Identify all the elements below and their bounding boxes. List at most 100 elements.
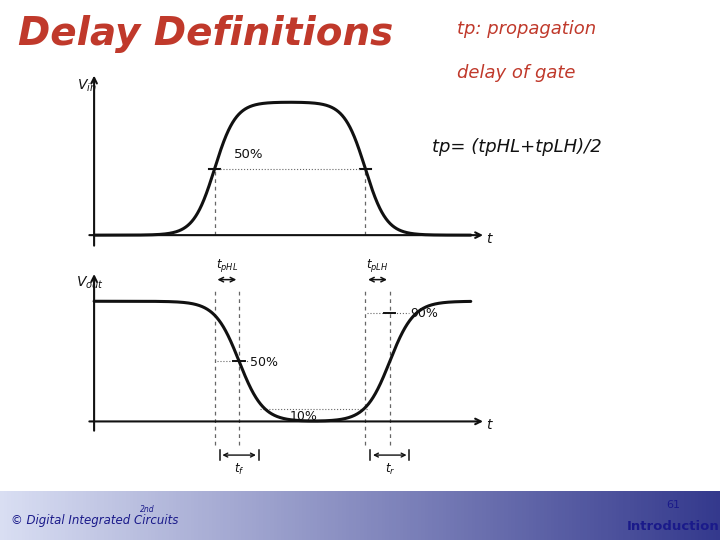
Text: 61: 61	[666, 500, 680, 510]
Bar	[7, 491, 12, 540]
Bar	[432, 491, 436, 540]
Bar	[346, 491, 350, 540]
Bar	[36, 491, 40, 540]
Bar	[526, 491, 530, 540]
Bar	[688, 491, 692, 540]
Bar	[378, 491, 382, 540]
Bar	[162, 491, 166, 540]
Bar	[392, 491, 397, 540]
Bar	[205, 491, 210, 540]
Bar	[655, 491, 660, 540]
Bar	[626, 491, 631, 540]
Bar	[155, 491, 159, 540]
Bar	[536, 491, 541, 540]
Bar	[644, 491, 649, 540]
Bar	[241, 491, 246, 540]
Bar	[493, 491, 498, 540]
Bar	[108, 491, 112, 540]
Bar	[443, 491, 447, 540]
Bar	[533, 491, 537, 540]
Bar	[605, 491, 609, 540]
Bar	[576, 491, 580, 540]
Bar	[360, 491, 364, 540]
Bar	[230, 491, 235, 540]
Bar	[140, 491, 145, 540]
Bar	[356, 491, 361, 540]
Bar	[457, 491, 462, 540]
Bar	[637, 491, 642, 540]
Bar	[385, 491, 390, 540]
Bar	[580, 491, 584, 540]
Text: tp: propagation: tp: propagation	[457, 19, 596, 38]
Text: $t_r$: $t_r$	[384, 462, 395, 477]
Bar	[256, 491, 260, 540]
Bar	[29, 491, 33, 540]
Text: tp= (tpHL+tpLH)/2: tp= (tpHL+tpLH)/2	[432, 138, 602, 156]
Bar	[212, 491, 217, 540]
Bar	[338, 491, 343, 540]
Bar	[364, 491, 368, 540]
Bar	[648, 491, 652, 540]
Bar	[72, 491, 76, 540]
Bar	[176, 491, 181, 540]
Bar	[274, 491, 278, 540]
Bar	[677, 491, 681, 540]
Text: 2nd: 2nd	[140, 505, 155, 515]
Bar	[130, 491, 134, 540]
Bar	[562, 491, 566, 540]
Bar	[446, 491, 451, 540]
Bar	[479, 491, 483, 540]
Bar	[259, 491, 264, 540]
Bar	[464, 491, 469, 540]
Bar	[14, 491, 19, 540]
Bar	[11, 491, 15, 540]
Bar	[331, 491, 336, 540]
Bar	[598, 491, 602, 540]
Bar	[572, 491, 577, 540]
Bar	[396, 491, 400, 540]
Bar	[0, 491, 4, 540]
Text: 90%: 90%	[410, 307, 438, 320]
Text: delay of gate: delay of gate	[457, 64, 576, 82]
Bar	[601, 491, 606, 540]
Bar	[353, 491, 357, 540]
Bar	[515, 491, 519, 540]
Bar	[198, 491, 202, 540]
Bar	[238, 491, 242, 540]
Bar	[148, 491, 152, 540]
Bar	[662, 491, 667, 540]
Bar	[43, 491, 48, 540]
Bar	[227, 491, 231, 540]
Bar	[500, 491, 505, 540]
Bar	[436, 491, 440, 540]
Bar	[310, 491, 314, 540]
Bar	[144, 491, 148, 540]
Bar	[50, 491, 55, 540]
Bar	[569, 491, 573, 540]
Bar	[248, 491, 253, 540]
Bar	[421, 491, 426, 540]
Bar	[22, 491, 26, 540]
Bar	[702, 491, 706, 540]
Text: $V_{out}$: $V_{out}$	[76, 275, 104, 292]
Bar	[544, 491, 548, 540]
Bar	[122, 491, 127, 540]
Bar	[191, 491, 195, 540]
Text: $t_{pLH}$: $t_{pLH}$	[366, 256, 389, 274]
Text: © Digital Integrated Circuits: © Digital Integrated Circuits	[11, 514, 178, 527]
Bar	[277, 491, 282, 540]
Bar	[518, 491, 523, 540]
Bar	[695, 491, 699, 540]
Bar	[18, 491, 22, 540]
Bar	[252, 491, 256, 540]
Text: $t_f$: $t_f$	[234, 462, 244, 477]
Bar	[40, 491, 44, 540]
Bar	[292, 491, 296, 540]
Bar	[619, 491, 624, 540]
Bar	[428, 491, 433, 540]
Bar	[652, 491, 656, 540]
Bar	[133, 491, 138, 540]
Bar	[313, 491, 318, 540]
Bar	[324, 491, 328, 540]
Bar	[245, 491, 249, 540]
